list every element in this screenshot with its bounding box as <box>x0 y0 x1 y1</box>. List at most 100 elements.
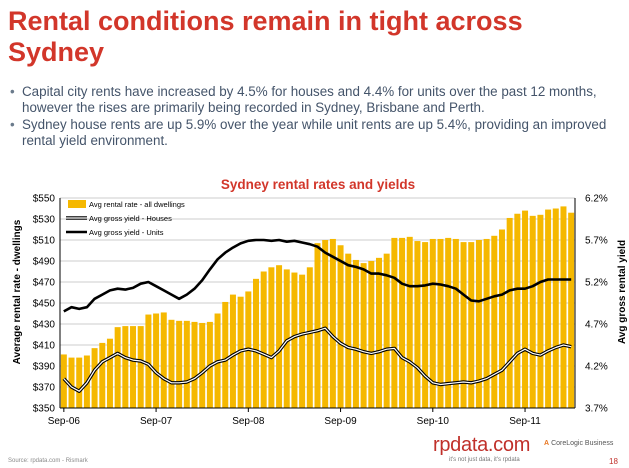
bar <box>268 267 275 408</box>
bar <box>76 357 83 408</box>
bar <box>183 320 190 408</box>
bar <box>483 238 490 408</box>
bar <box>291 272 298 408</box>
bar <box>452 238 459 408</box>
bar <box>137 326 144 408</box>
bullet-list: Capital city rents have increased by 4.5… <box>10 84 622 150</box>
bar <box>145 314 152 408</box>
page-number: 18 <box>609 457 618 466</box>
line-series <box>62 238 572 393</box>
y2-axis-label: Avg gross rental yield <box>617 240 628 344</box>
y2-tick-label: 6.2% <box>585 194 608 205</box>
bar <box>429 238 436 408</box>
y-tick-label: $490 <box>33 257 56 268</box>
x-tick-label: Sep-07 <box>140 416 173 427</box>
chart-title: Sydney rental rates and yields <box>221 177 415 192</box>
slide-title: Rental conditions remain in tight across… <box>8 6 523 67</box>
brand-tagline: it's not just data, it's rpdata <box>449 457 520 463</box>
bar <box>337 245 344 408</box>
y-tick-label: $450 <box>33 299 56 310</box>
bar <box>360 263 367 408</box>
bar <box>260 271 267 408</box>
y-tick-label: $430 <box>33 320 56 331</box>
bullet-item: Sydney house rents are up 5.9% over the … <box>10 117 622 149</box>
axes <box>59 198 576 409</box>
bar <box>299 274 306 408</box>
y2-tick-label: 5.2% <box>585 278 608 289</box>
bar <box>68 357 75 408</box>
legend-swatch-bar <box>68 200 86 208</box>
bar <box>537 214 544 408</box>
bar <box>276 265 283 408</box>
y-tick-label: $410 <box>33 341 56 352</box>
legend-label: Avg gross yield - Houses <box>89 214 172 223</box>
bar <box>568 212 575 408</box>
y-axis-label: Average rental rate - dwellings <box>12 219 23 364</box>
bar <box>122 326 129 408</box>
corelogic-icon: A <box>544 440 550 447</box>
bar <box>130 326 137 408</box>
bar <box>229 294 236 408</box>
bar <box>422 242 429 408</box>
x-tick-label: Sep-08 <box>232 416 265 427</box>
bar <box>375 257 382 408</box>
y-tick-label: $350 <box>33 404 56 415</box>
bar <box>199 322 206 408</box>
bar <box>460 242 467 408</box>
line-units <box>63 238 572 313</box>
legend: Avg rental rate - all dwellings Avg gros… <box>66 200 185 237</box>
bar <box>522 210 529 408</box>
bar-series <box>60 206 575 408</box>
bar <box>560 206 567 408</box>
bar <box>160 312 167 408</box>
y-tick-label: $370 <box>33 383 56 394</box>
bar <box>153 313 160 408</box>
x-axis-ticks: Sep-06 Sep-07 Sep-08 Sep-09 Sep-10 Sep-11 <box>48 408 541 427</box>
left-axis-ticks: $350 $370 $390 $410 $430 $450 $470 $490 $510 $530… <box>33 194 56 415</box>
bar <box>60 354 67 408</box>
bar <box>414 241 421 408</box>
x-tick-label: Sep-11 <box>509 416 541 427</box>
y-tick-label: $390 <box>33 362 56 373</box>
x-tick-label: Sep-10 <box>417 416 450 427</box>
bar <box>176 320 183 408</box>
right-axis-ticks: 3.7% 4.2% 4.7% 5.2% 5.7% 6.2% <box>585 194 608 415</box>
bar <box>168 319 175 408</box>
bar <box>191 321 198 408</box>
bar <box>445 237 452 408</box>
y2-tick-label: 4.7% <box>585 320 608 331</box>
bar <box>545 209 552 408</box>
bullet-item: Capital city rents have increased by 4.5… <box>10 84 622 116</box>
bar <box>99 342 106 408</box>
bar <box>399 237 406 408</box>
x-tick-label: Sep-06 <box>48 416 81 427</box>
bar <box>314 243 321 408</box>
bar <box>345 253 352 408</box>
bar <box>91 348 98 408</box>
x-tick-label: Sep-09 <box>324 416 357 427</box>
partner-name: CoreLogic Business <box>551 440 614 447</box>
bar <box>253 278 260 408</box>
bar <box>106 338 113 408</box>
y-tick-label: $470 <box>33 278 56 289</box>
bar <box>329 238 336 408</box>
line-houses-inner <box>63 327 572 392</box>
bar <box>552 208 559 408</box>
source-note: Source: rpdata.com - Rismark <box>8 458 88 464</box>
y2-tick-label: 4.2% <box>585 362 608 373</box>
bar <box>306 267 313 408</box>
legend-label: Avg gross yield - Units <box>89 228 164 237</box>
legend-label: Avg rental rate - all dwellings <box>89 200 185 209</box>
rental-chart: Sydney rental rates and yields $350 $370 $… <box>12 177 628 427</box>
bar <box>322 240 329 408</box>
bar <box>475 240 482 408</box>
bar <box>406 236 413 408</box>
bar <box>383 253 390 408</box>
bar <box>283 269 290 408</box>
bar <box>222 301 229 408</box>
bar <box>506 217 513 408</box>
y-tick-label: $510 <box>33 236 56 247</box>
y2-tick-label: 3.7% <box>585 404 608 415</box>
bar <box>514 213 521 408</box>
y2-tick-label: 5.7% <box>585 236 608 247</box>
